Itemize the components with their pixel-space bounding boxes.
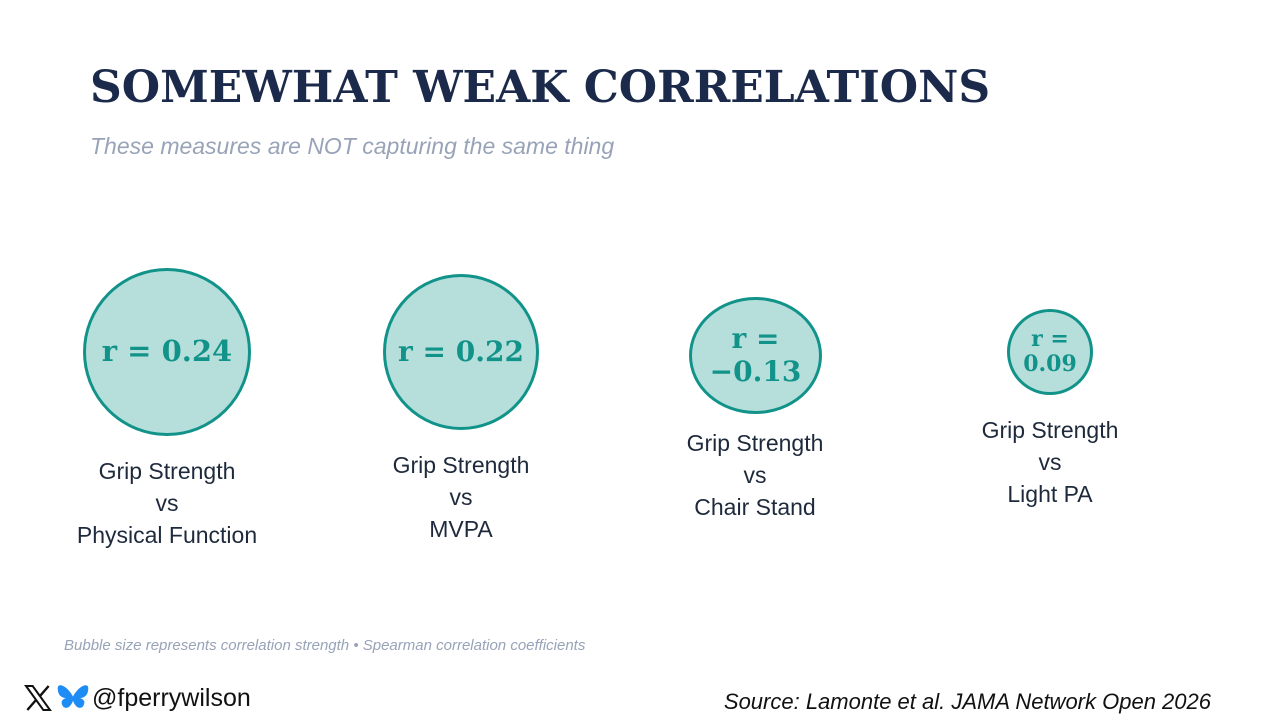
label-line: Grip Strength <box>981 417 1119 443</box>
label-line: Chair Stand <box>694 494 816 520</box>
bubble-label: Grip Strength vs MVPA <box>311 449 611 545</box>
r-value: r = 0.24 <box>101 334 233 369</box>
label-line: vs <box>1038 449 1062 475</box>
label-line: Physical Function <box>76 522 258 548</box>
page-title: SOMEWHAT WEAK CORRELATIONS <box>90 62 991 113</box>
label-line: vs <box>449 484 473 510</box>
r-value: −0.13 <box>709 354 802 388</box>
label-line: MVPA <box>429 516 493 542</box>
r-value: r = <box>1031 325 1069 352</box>
footnote: Bubble size represents correlation stren… <box>64 637 586 654</box>
x-icon <box>24 685 52 711</box>
r-value: r = 0.22 <box>398 334 524 368</box>
r-value: 0.09 <box>1023 351 1077 377</box>
label-line: Grip Strength <box>686 430 824 456</box>
bubble-grip-mvpa: r = 0.22 <box>383 274 539 430</box>
bubble-label: Grip Strength vs Light PA <box>900 414 1200 510</box>
bubble-label: Grip Strength vs Chair Stand <box>605 427 905 523</box>
bubble-grip-light-pa: r = 0.09 <box>1007 309 1093 395</box>
r-value: r = <box>731 322 780 356</box>
label-line: Light PA <box>1007 481 1093 507</box>
label-line: Grip Strength <box>392 452 530 478</box>
bluesky-icon <box>57 685 89 708</box>
bubble-label: Grip Strength vs Physical Function <box>17 455 317 551</box>
bubble-grip-physical-function: r = 0.24 <box>83 268 251 436</box>
label-line: vs <box>743 462 767 488</box>
page-subtitle: These measures are NOT capturing the sam… <box>90 133 615 159</box>
social-handle: @fperrywilson <box>22 682 251 714</box>
source-citation: Source: Lamonte et al. JAMA Network Open… <box>723 689 1211 714</box>
social-handle-text: @fperrywilson <box>92 683 251 712</box>
label-line: vs <box>155 490 179 516</box>
label-line: Grip Strength <box>98 458 236 484</box>
bubble-grip-chair-stand: r = −0.13 <box>689 297 822 414</box>
